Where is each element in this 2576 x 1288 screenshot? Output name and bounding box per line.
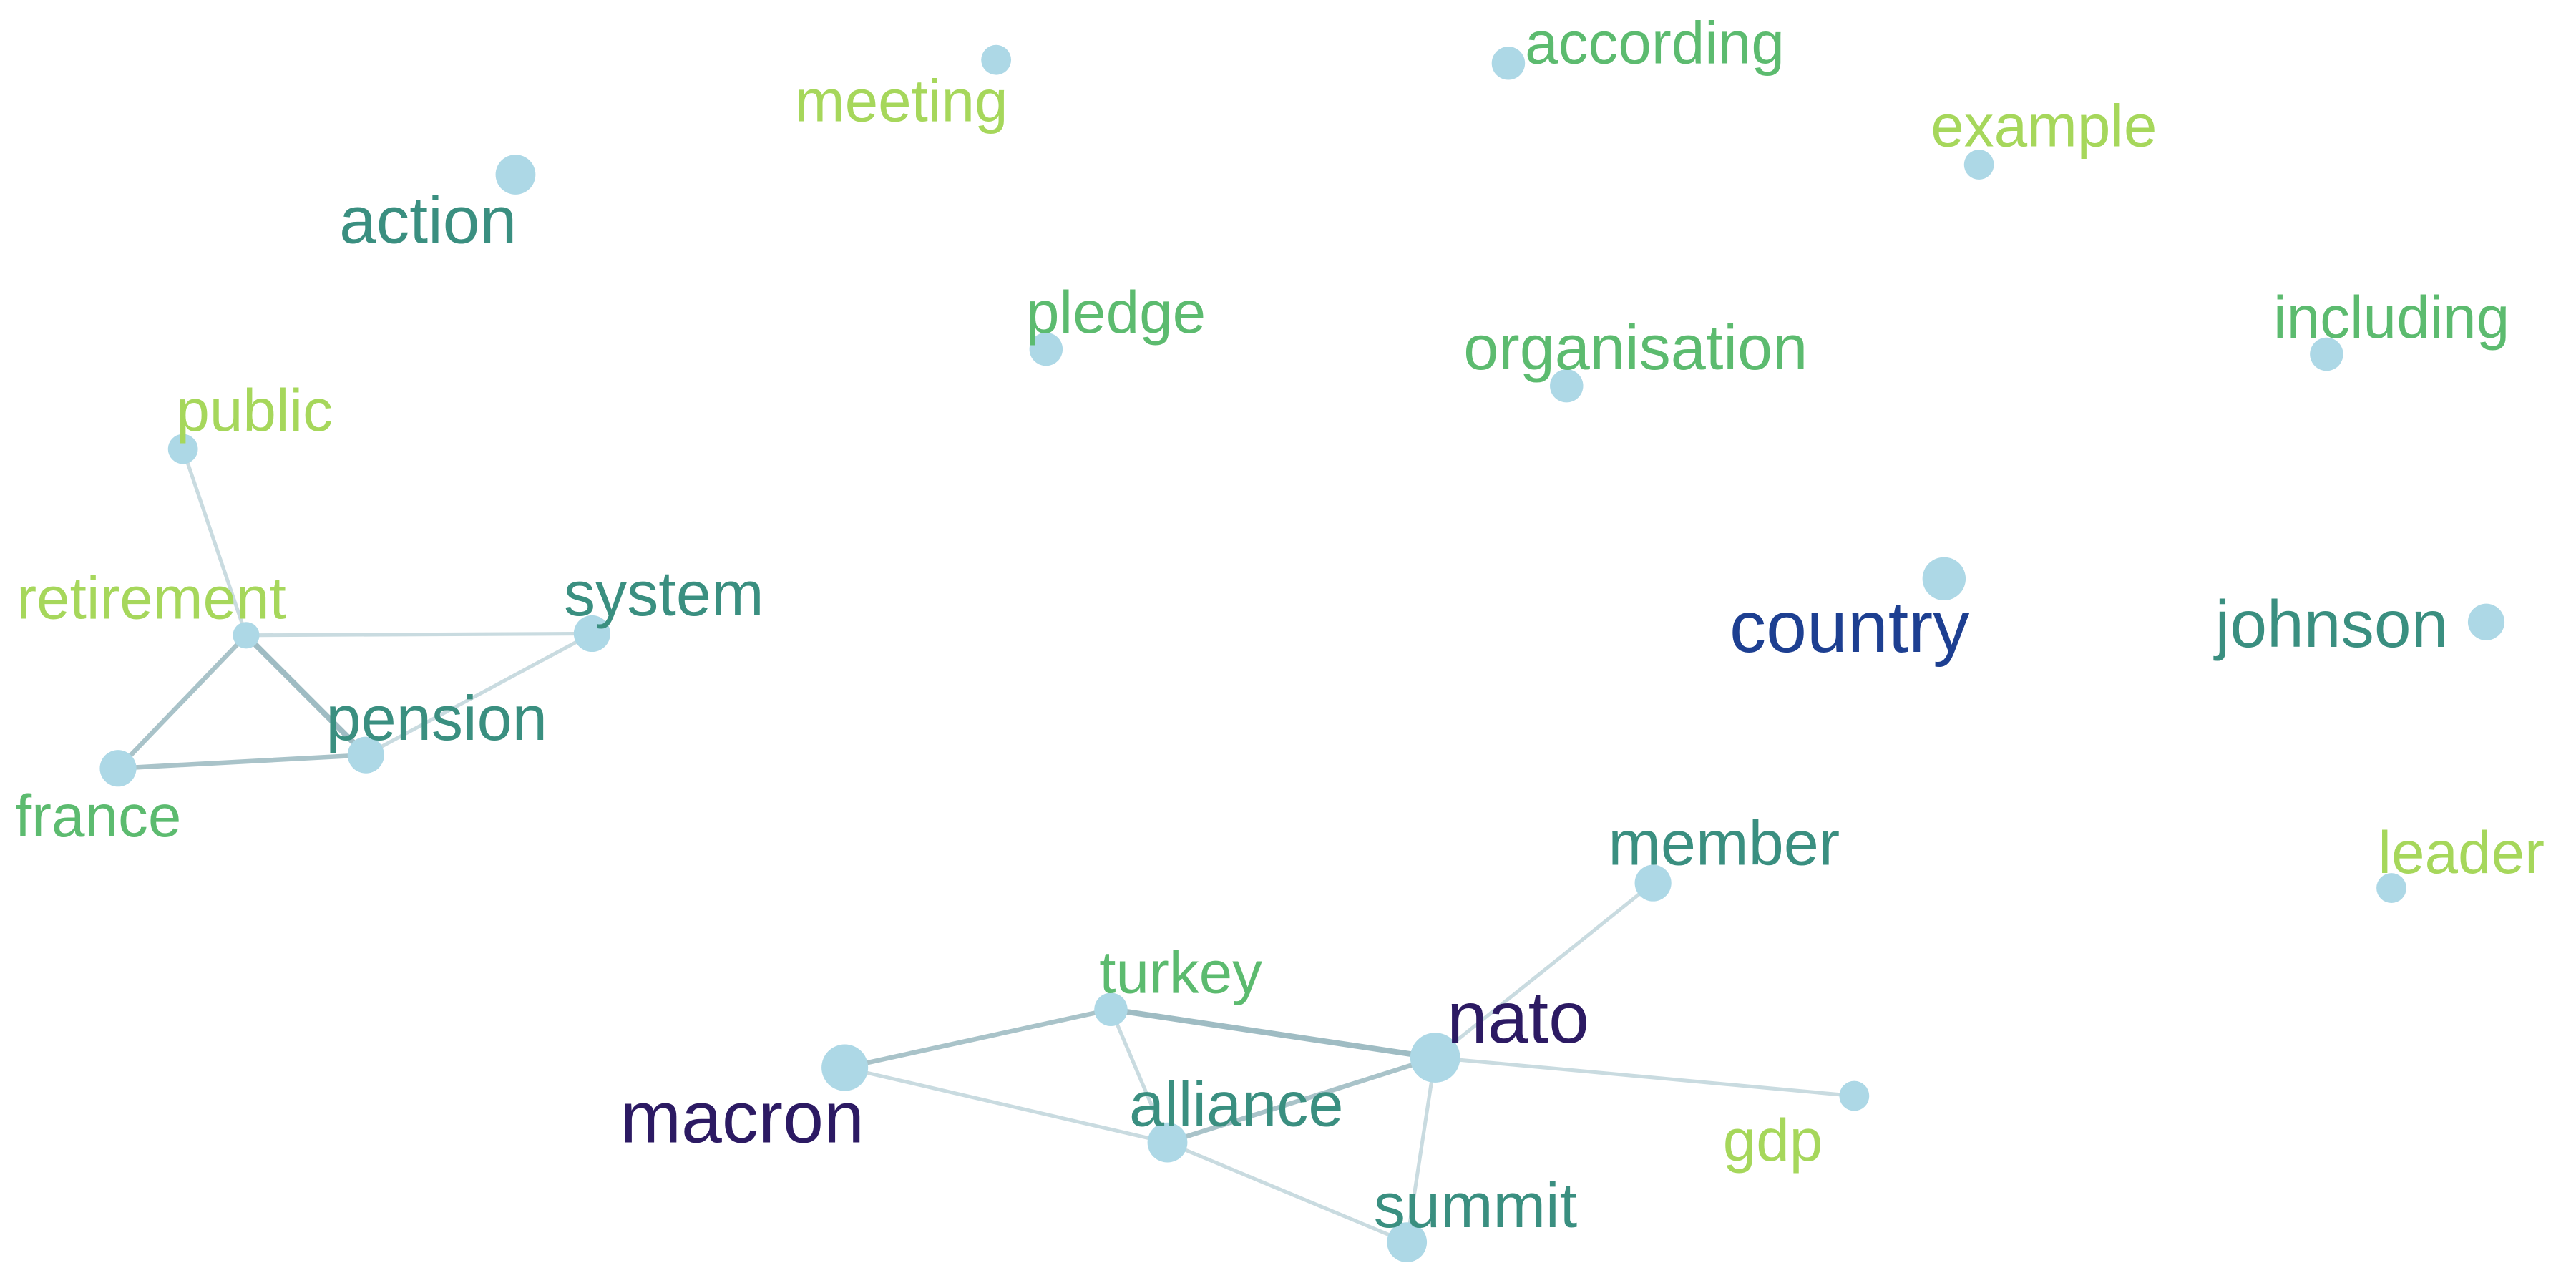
node-retirement [233, 622, 260, 649]
node-action [495, 155, 536, 195]
node-label-gdp: gdp [1723, 1106, 1823, 1174]
edge-retirement-france [115, 633, 249, 771]
node-label-summit: summit [1374, 1170, 1578, 1241]
edge-layer [115, 447, 1856, 1244]
node-label-nato: nato [1447, 976, 1589, 1058]
node-label-system: system [564, 558, 764, 629]
edge-turkey-nato [1108, 1006, 1438, 1061]
edge-macron-turkey [842, 1007, 1113, 1070]
node-label-member: member [1608, 808, 1840, 879]
node-meeting [981, 44, 1012, 75]
node-label-retirement: retirement [16, 565, 286, 632]
edge-alliance-nato [1165, 1055, 1438, 1145]
node-nato [1410, 1033, 1460, 1083]
edge-france-pension [115, 752, 369, 771]
node-label-france: france [15, 782, 182, 849]
node-system [573, 615, 610, 653]
node-including [2310, 337, 2343, 371]
node-pension [347, 736, 384, 774]
node-turkey [1094, 992, 1128, 1026]
node-label-organisation: organisation [1463, 312, 1807, 383]
node-label-public: public [176, 376, 333, 444]
node-label-action: action [339, 182, 517, 257]
node-label-meeting: meeting [795, 67, 1008, 135]
node-summit [1387, 1222, 1428, 1262]
node-alliance [1147, 1122, 1188, 1163]
node-country [1922, 557, 1966, 600]
node-label-according: according [1525, 9, 1785, 76]
node-france [99, 750, 137, 787]
edge-public-retirement [181, 447, 248, 638]
node-leader [2376, 873, 2406, 903]
node-label-alliance: alliance [1129, 1068, 1343, 1139]
edge-nato-summit [1405, 1055, 1438, 1244]
node-according [1491, 47, 1526, 80]
node-layer [99, 44, 2505, 1262]
edge-retirement-pension [243, 632, 369, 758]
edge-turkey-alliance [1108, 1008, 1170, 1145]
node-member [1634, 864, 1672, 902]
edge-macron-alliance [843, 1065, 1170, 1145]
edge-nato-gdp [1433, 1055, 1856, 1098]
node-label-pledge: pledge [1026, 278, 1206, 346]
node-organisation [1550, 369, 1584, 403]
node-public [167, 434, 198, 464]
node-label-leader: leader [2378, 819, 2545, 886]
node-label-macron: macron [620, 1076, 864, 1158]
node-johnson [2467, 603, 2505, 640]
node-gdp [1839, 1080, 1870, 1111]
node-example [1963, 150, 1994, 180]
node-label-country: country [1729, 585, 1969, 668]
node-label-including: including [2273, 283, 2509, 351]
node-label-johnson: johnson [2213, 587, 2449, 661]
node-label-example: example [1931, 92, 2157, 160]
label-layer: meeting according example action pledge organ… [15, 9, 2545, 1241]
node-label-pension: pension [326, 683, 547, 753]
node-macron [821, 1044, 869, 1091]
node-label-turkey: turkey [1099, 938, 1262, 1005]
edge-alliance-summit [1165, 1141, 1409, 1244]
edge-pension-system [364, 631, 594, 757]
node-pledge [1029, 332, 1063, 366]
edge-nato-member [1433, 881, 1655, 1060]
edge-retirement-system [244, 631, 594, 638]
